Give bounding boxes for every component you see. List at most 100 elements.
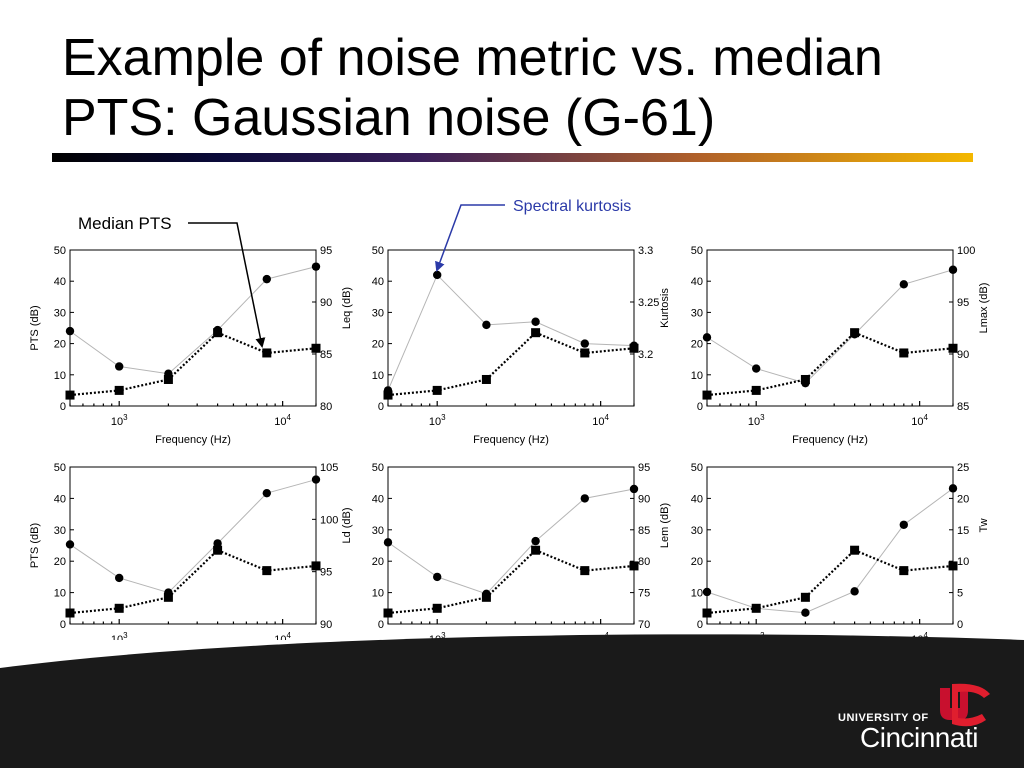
left-tick-label: 0	[697, 619, 703, 631]
pts-point	[383, 390, 393, 400]
pts-point	[629, 561, 639, 571]
pts-point	[899, 566, 909, 576]
metric-point	[311, 475, 321, 484]
right-tick-label: 3.3	[638, 245, 653, 257]
plot-frame	[69, 466, 317, 625]
metric-point	[433, 572, 442, 582]
pts-line	[69, 331, 317, 397]
right-axis-label: Ld (dB)	[341, 507, 353, 543]
left-tick-label: 0	[378, 619, 384, 631]
metric-point	[115, 573, 124, 583]
right-tick-label: 0	[957, 619, 963, 631]
pts-point	[65, 608, 75, 618]
metric-point	[531, 317, 540, 326]
title-rule	[52, 153, 973, 162]
metric-point	[482, 320, 491, 330]
metric-point	[262, 274, 271, 284]
pts-point	[481, 374, 491, 384]
left-tick-label: 50	[54, 462, 66, 474]
plot-frame	[69, 249, 317, 407]
median-pts-arrow	[188, 222, 266, 348]
right-tick-label: 90	[320, 619, 332, 631]
metric-point	[311, 262, 321, 271]
right-tick-label: 70	[638, 619, 650, 631]
pts-point	[702, 608, 712, 618]
metric-point	[383, 538, 393, 547]
right-tick-label: 85	[320, 349, 332, 361]
pts-line	[69, 548, 317, 615]
metric-point	[801, 608, 810, 617]
pts-point	[751, 603, 761, 613]
slide-title: Example of noise metric vs. median PTS: …	[62, 29, 883, 147]
left-tick-label: 0	[378, 401, 384, 413]
pts-point	[800, 592, 810, 602]
pts-line	[706, 548, 954, 615]
metric-point	[899, 520, 908, 529]
right-tick-label: 95	[957, 297, 969, 309]
metric-point	[433, 270, 442, 280]
metric-line	[387, 488, 635, 595]
metric-line	[706, 269, 954, 384]
left-tick-label: 30	[372, 525, 384, 537]
right-tick-label: 15	[957, 525, 969, 537]
left-tick-label: 30	[54, 307, 66, 319]
pts-point	[383, 608, 393, 618]
pts-line	[706, 331, 954, 397]
pts-point	[531, 328, 541, 338]
right-tick-label: 80	[320, 401, 332, 413]
right-tick-label: 10	[957, 556, 969, 568]
left-tick-label: 20	[54, 556, 66, 568]
right-tick-label: 90	[957, 349, 969, 361]
left-tick-label: 30	[691, 307, 703, 319]
pts-point	[262, 348, 272, 358]
right-tick-label: 95	[320, 567, 332, 579]
metric-line	[706, 487, 954, 614]
metric-point	[629, 484, 639, 494]
left-tick-label: 40	[691, 276, 703, 288]
plot-frame	[387, 249, 635, 407]
metric-line	[387, 274, 635, 391]
median-pts-annotation: Median PTS	[78, 214, 172, 233]
metric-point	[752, 364, 761, 373]
chart-panel-4: 010203040509095100105103104Frequency (Hz…	[29, 462, 353, 640]
left-tick-label: 20	[691, 556, 703, 568]
metric-point	[65, 326, 75, 336]
left-tick-label: 50	[691, 462, 703, 474]
pts-point	[311, 561, 321, 571]
x-tick-label: 104	[592, 413, 609, 428]
logo-cincinnati: Cincinnati	[860, 722, 978, 753]
chart-panel-6: 010203040500510152025103104Frequency (Hz…	[691, 462, 990, 640]
metric-point	[580, 494, 589, 503]
pts-point	[114, 385, 124, 395]
left-tick-label: 40	[54, 276, 66, 288]
right-axis-label: Kurtosis	[659, 288, 671, 328]
pts-point	[899, 348, 909, 358]
left-tick-label: 50	[372, 245, 384, 257]
left-tick-label: 10	[691, 370, 703, 382]
left-tick-label: 30	[372, 307, 384, 319]
left-tick-label: 0	[60, 401, 66, 413]
left-tick-label: 30	[691, 525, 703, 537]
metric-point	[531, 536, 540, 546]
x-tick-label: 103	[748, 413, 765, 428]
pts-point	[850, 545, 860, 555]
pts-point	[262, 566, 272, 576]
metric-point	[899, 280, 908, 289]
right-tick-label: 85	[638, 525, 650, 537]
pts-point	[432, 385, 442, 395]
right-tick-label: 105	[320, 462, 338, 474]
pts-point	[800, 374, 810, 384]
x-axis-label: Frequency (Hz)	[473, 434, 549, 446]
left-tick-label: 40	[372, 493, 384, 505]
pts-line	[387, 548, 635, 615]
pts-point	[163, 374, 173, 384]
x-tick-label: 103	[429, 413, 446, 428]
pts-point	[751, 385, 761, 395]
x-tick-label: 103	[111, 413, 128, 428]
right-tick-label: 95	[320, 245, 332, 257]
left-tick-label: 20	[372, 339, 384, 351]
left-tick-label: 40	[372, 276, 384, 288]
metric-line	[69, 266, 317, 375]
pts-point	[213, 328, 223, 338]
